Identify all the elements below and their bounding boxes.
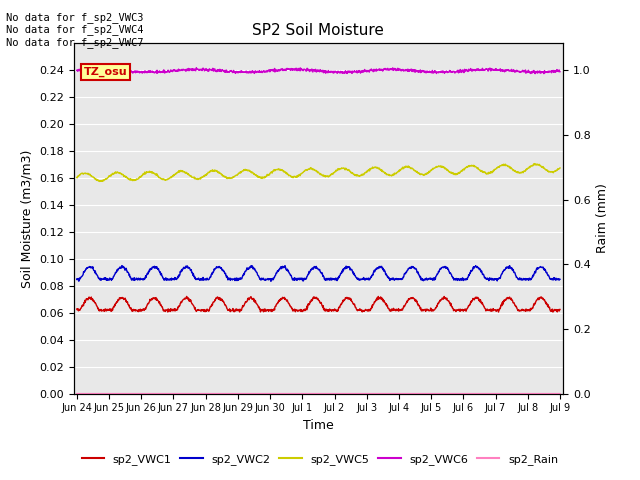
Text: TZ_osu: TZ_osu [83, 67, 127, 77]
Title: SP2 Soil Moisture: SP2 Soil Moisture [252, 23, 385, 38]
Y-axis label: Soil Moisture (m3/m3): Soil Moisture (m3/m3) [20, 149, 33, 288]
Text: No data for f_sp2_VWC3
No data for f_sp2_VWC4
No data for f_sp2_VWC7: No data for f_sp2_VWC3 No data for f_sp2… [6, 12, 144, 48]
Y-axis label: Raim (mm): Raim (mm) [596, 183, 609, 253]
X-axis label: Time: Time [303, 419, 334, 432]
Legend: sp2_VWC1, sp2_VWC2, sp2_VWC5, sp2_VWC6, sp2_Rain: sp2_VWC1, sp2_VWC2, sp2_VWC5, sp2_VWC6, … [77, 450, 563, 469]
